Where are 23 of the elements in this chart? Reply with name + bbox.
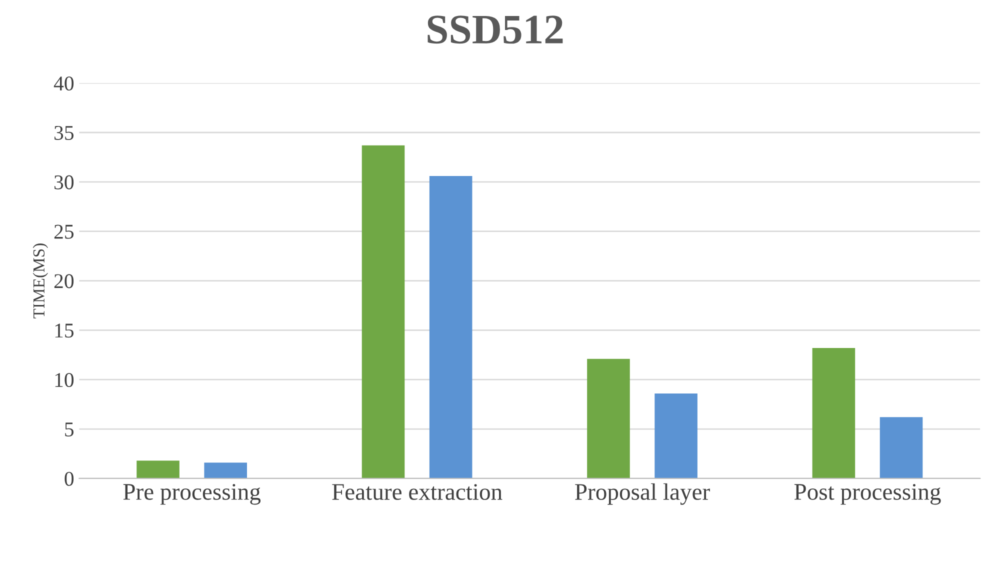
y-tick-label: 15 xyxy=(55,324,74,338)
bar xyxy=(429,176,472,478)
bar xyxy=(362,145,405,478)
bar xyxy=(136,460,180,478)
x-tick-label: Pre processing xyxy=(123,484,261,505)
x-tick-label: Feature extraction xyxy=(332,484,502,500)
bar xyxy=(654,393,698,478)
bar xyxy=(204,462,247,478)
bar xyxy=(812,348,856,478)
chart-title: SSD512 xyxy=(428,16,563,44)
y-tick-label: 5 xyxy=(65,422,74,436)
y-tick-label: 10 xyxy=(55,372,74,388)
y-axis-title: TIME(MS) xyxy=(32,244,48,318)
y-tick-label: 35 xyxy=(54,126,74,140)
y-tick-label: 40 xyxy=(54,76,74,91)
y-tick-label: 25 xyxy=(54,224,74,239)
y-tick-label: 30 xyxy=(54,175,74,190)
bar xyxy=(587,358,630,478)
y-tick-label: 20 xyxy=(54,274,74,288)
bar xyxy=(880,417,923,478)
x-tick-label: Post processing xyxy=(794,484,941,505)
x-tick-label: Proposal layer xyxy=(575,483,710,505)
y-tick-label: 0 xyxy=(64,472,74,486)
